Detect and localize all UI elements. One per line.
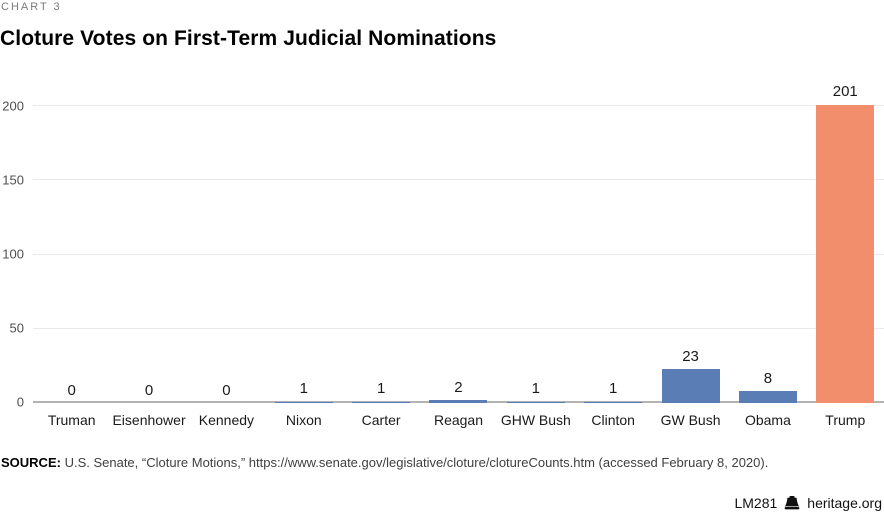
bar-slot-kennedy: 0 — [188, 100, 265, 403]
x-label-nixon: Nixon — [285, 412, 322, 428]
bar-slot-carter: 1 — [342, 100, 419, 403]
bars-row: 0 0 0 1 1 2 1 1 23 8 201 — [33, 83, 884, 403]
bar-slot-trump: 201 — [807, 83, 884, 403]
y-tick-label: 50 — [9, 320, 24, 336]
bar-slot-eisenhower: 0 — [110, 100, 187, 403]
bar-clinton — [584, 401, 643, 403]
y-tick-label: 200 — [2, 98, 24, 113]
value-label-nixon: 1 — [299, 380, 308, 398]
gridline-y-50: 50 — [10, 321, 884, 336]
footer-site: heritage.org — [807, 495, 882, 511]
y-tick-label: 0 — [16, 394, 24, 410]
bar-slot-nixon: 1 — [265, 100, 342, 403]
x-label-ghw-bush: GHW Bush — [500, 412, 571, 428]
value-label-obama: 8 — [763, 369, 773, 387]
x-label-eisenhower: Eisenhower — [112, 412, 186, 428]
x-label-obama: Obama — [744, 412, 791, 428]
bar-carter — [352, 401, 411, 403]
source-note: SOURCE: U.S. Senate, “Cloture Motions,” … — [1, 454, 883, 472]
bar-ghw-bush — [506, 401, 565, 403]
x-label-carter: Carter — [361, 412, 401, 428]
gridline-y-150: 150 — [2, 172, 884, 187]
value-label-eisenhower: 0 — [144, 381, 154, 399]
source-label: SOURCE: — [1, 455, 61, 470]
bar-slot-gw-bush: 23 — [652, 100, 729, 403]
y-tick-label: 150 — [2, 172, 24, 188]
x-label-reagan: Reagan — [433, 412, 483, 428]
source-text: U.S. Senate, “Cloture Motions,” https://… — [60, 455, 769, 470]
value-label-kennedy: 0 — [222, 381, 231, 399]
bar-obama — [738, 391, 797, 403]
bar-slot-obama: 8 — [729, 100, 806, 403]
bar-slot-truman: 0 — [33, 100, 110, 403]
value-label-clinton: 1 — [609, 380, 618, 398]
footer-report-code: LM281 — [734, 495, 778, 511]
heritage-bell-icon — [784, 496, 800, 510]
x-axis-labels: Truman Eisenhower Kennedy Nixon Carter Reagan… — [33, 412, 884, 428]
x-label-truman: Truman — [47, 412, 96, 428]
bar-reagan — [429, 400, 488, 403]
bar-chart: 0 50 100 150 200 0 0 0 1 1 2 1 1 23 8 201 Truman Eisenho… — [0, 83, 884, 428]
plot-area: 0 50 100 150 200 0 0 0 1 1 2 1 1 23 8 201 — [2, 83, 884, 410]
page-title: Cloture Votes on First-Term Judicial Nom… — [0, 27, 497, 50]
value-label-gw-bush: 23 — [682, 347, 699, 365]
bar-slot-reagan: 2 — [420, 100, 497, 403]
gridline-y-100: 100 — [2, 247, 884, 262]
x-label-trump: Trump — [825, 412, 866, 428]
x-label-kennedy: Kennedy — [198, 412, 255, 428]
value-label-trump: 201 — [832, 83, 858, 101]
y-tick-label: 100 — [2, 246, 24, 262]
value-label-reagan: 2 — [454, 378, 463, 396]
footer: LM281 heritage.org — [734, 495, 882, 511]
chart-kicker: CHART 3 — [1, 1, 62, 13]
value-label-truman: 0 — [67, 381, 76, 399]
bar-trump — [816, 104, 875, 403]
gridline-y-200: 200 — [2, 98, 884, 113]
value-label-ghw-bush: 1 — [531, 380, 540, 398]
bar-slot-ghw-bush: 1 — [497, 100, 574, 403]
bar-slot-clinton: 1 — [575, 100, 652, 403]
bar-nixon — [274, 401, 333, 403]
bar-gw-bush — [661, 368, 720, 403]
x-label-gw-bush: GW Bush — [660, 412, 721, 428]
x-label-clinton: Clinton — [591, 412, 635, 428]
value-label-carter: 1 — [376, 380, 386, 398]
